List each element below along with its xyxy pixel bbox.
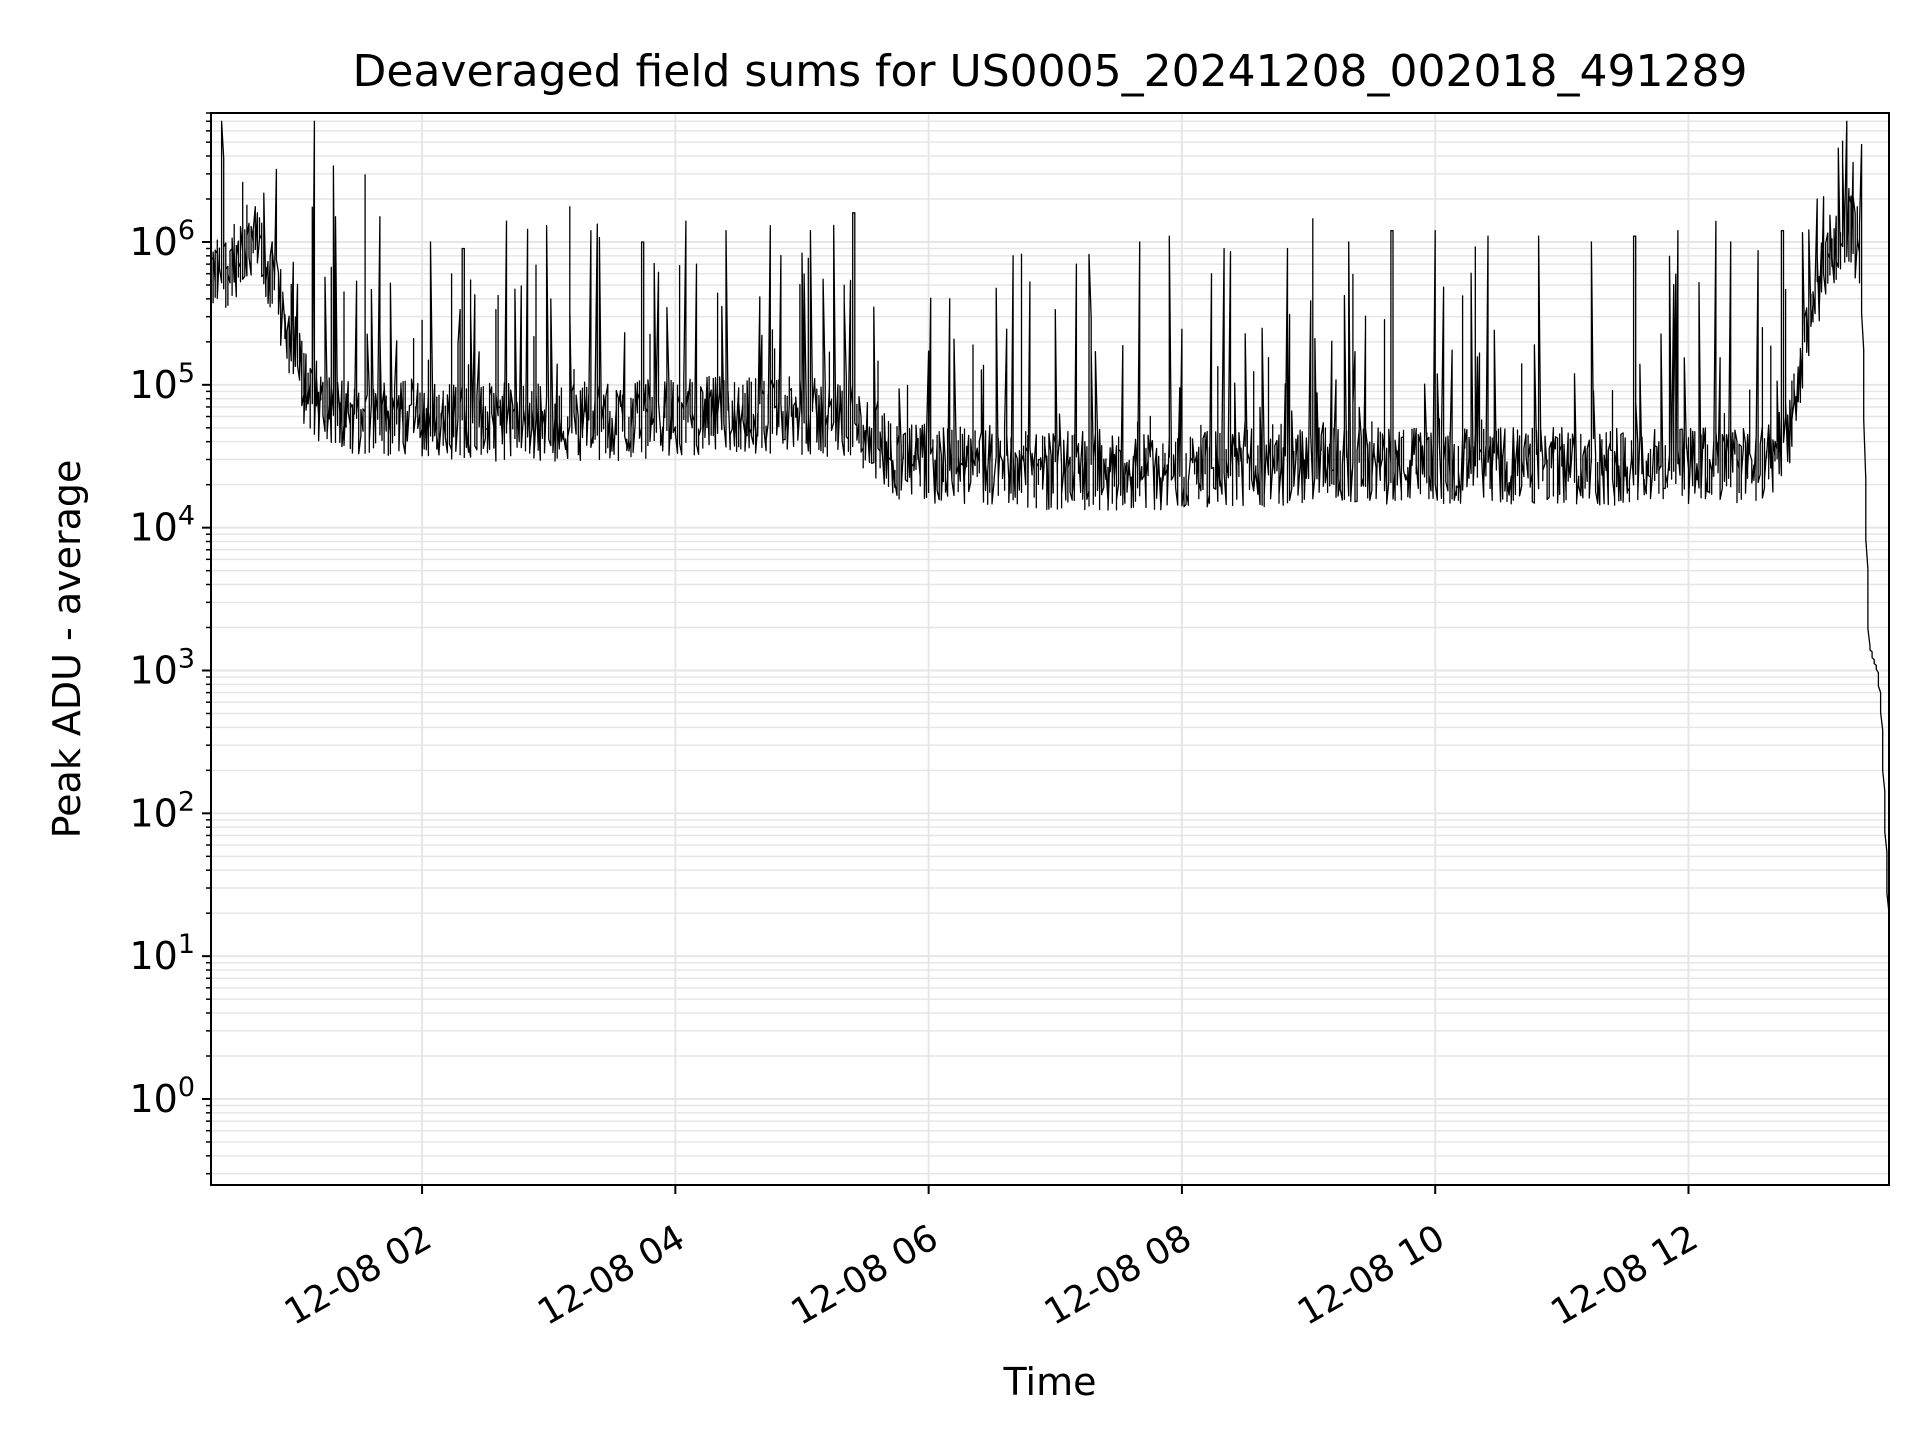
y-tick-label: 105: [129, 358, 195, 407]
x-axis-label: Time: [1003, 1360, 1097, 1404]
y-tick-label: 102: [129, 786, 195, 835]
series-line: [210, 120, 1890, 914]
plot-frame: [210, 112, 1890, 1186]
data-series: [210, 120, 1890, 914]
y-tick-label: 106: [129, 215, 195, 264]
y-tick-label: 101: [129, 929, 195, 978]
y-tick-label: 104: [129, 501, 195, 550]
chart-title: Deaveraged field sums for US0005_2024120…: [353, 46, 1748, 97]
grid: [211, 112, 1889, 1185]
y-tick-label: 100: [129, 1072, 195, 1121]
y-tick-label: 103: [129, 643, 195, 692]
y-axis-label: Peak ADU - average: [45, 460, 89, 839]
